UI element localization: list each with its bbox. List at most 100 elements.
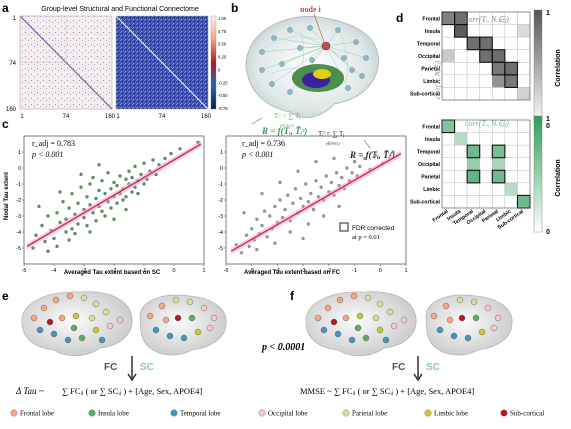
brain-node — [314, 314, 322, 322]
scatter-point — [136, 191, 140, 196]
e-brain-right-sc — [139, 294, 227, 356]
fc-model-formula: R = f(Tᵢ, T̃ᵢᶠ) — [349, 150, 395, 160]
brain-node — [64, 336, 72, 344]
a-ytick-74: 74 — [9, 61, 16, 67]
a-xtick-74-fc: 74 — [159, 114, 166, 120]
heatmap-cell — [517, 195, 531, 209]
panel-c: c Nodal Tau extent -5 -4 -3 -2 -1 0 1-5-4-3-2-… — [2, 117, 408, 276]
d-colorbar-label-top: Correlation — [555, 49, 562, 86]
heatmap-cell — [441, 132, 455, 146]
heatmap-cell — [441, 157, 455, 171]
panel-letter-f: f — [290, 289, 295, 303]
scatter-point — [265, 235, 269, 239]
scatter-point — [46, 214, 50, 218]
a-cbar-tick: -0.50 — [218, 93, 228, 98]
d-bottom-formula: corr(Tᵢ, Nᵢ∈ⱼ) — [465, 119, 509, 128]
heatmap-cell — [517, 74, 531, 88]
x-tick-label: -1 — [142, 268, 147, 274]
brain-node — [194, 328, 202, 336]
heatmap-cell — [492, 157, 506, 171]
scatter-point — [350, 171, 354, 175]
heatmap-row-label: Limbic — [423, 79, 440, 85]
scatter-point — [278, 180, 282, 185]
heatmap-cell — [504, 132, 518, 146]
scatter-point — [100, 209, 104, 213]
scatter-point — [151, 158, 155, 162]
heatmap-cell — [517, 24, 531, 38]
brain-node — [78, 334, 86, 342]
heatmap-cell — [466, 144, 480, 158]
f-formula-lhs: MMSE ~ — [300, 386, 332, 396]
basal-ganglia-structure — [313, 69, 331, 79]
scatter-point — [301, 236, 305, 241]
scatter-point — [97, 163, 101, 167]
panel-a-colorbar-ticks: 1.00 0.75 0.50 0.25 0 -0.25 -0.50 -0.75 — [218, 16, 228, 111]
c-annot-r-fc: r_adj = 0.736 — [242, 139, 285, 148]
network-node — [309, 57, 315, 63]
d-cbar-top-min: 0 — [546, 123, 550, 130]
panel-f: f FC SC MMSE ~ ∑ FCᵢⱼ ( or ∑ SCᵢⱼ ) + [A… — [290, 289, 513, 396]
network-node — [297, 45, 303, 51]
scatter-point — [43, 239, 47, 244]
heatmap-cell — [517, 49, 531, 63]
y-tick-label: -2 — [218, 198, 223, 204]
scatter-point — [37, 204, 41, 209]
heatmap-significant-cell — [466, 169, 481, 184]
scatter-point — [273, 241, 277, 245]
legend-swatch — [170, 409, 178, 417]
heatmap-cell — [441, 49, 455, 63]
fc-matrix-diagonal — [115, 15, 209, 110]
heatmap-cell — [492, 195, 506, 209]
brain-node — [162, 316, 170, 324]
scatter-point — [76, 222, 80, 226]
scatter-point — [139, 172, 143, 177]
legend-label: Limbic lobe — [434, 410, 468, 418]
scatter-point — [55, 211, 59, 215]
scatter-point — [103, 191, 107, 196]
d-cbar-bottom-min: 0 — [546, 229, 550, 236]
heatmap-cell — [454, 132, 468, 146]
fc-arrow — [363, 139, 371, 149]
panel-a-colorbar — [210, 15, 217, 110]
scatter-point — [70, 227, 74, 231]
scatter-point — [64, 230, 68, 234]
legend-label: Sub-cortical — [510, 410, 544, 418]
network-node — [287, 27, 293, 33]
heatmap-cell — [504, 49, 518, 63]
scatter-point — [262, 209, 267, 213]
f-brain-nodes — [314, 292, 502, 344]
scatter-point — [124, 177, 128, 181]
heatmap-cell — [441, 74, 455, 88]
panel-letter-e: e — [2, 289, 9, 303]
brain-node — [72, 312, 80, 320]
scatter-point — [255, 247, 259, 252]
brain-node — [166, 332, 174, 340]
brain-node — [336, 296, 344, 304]
brain-node — [320, 326, 328, 334]
brain-node — [350, 292, 358, 300]
brain-node — [362, 334, 370, 342]
heatmap-cell — [504, 157, 518, 171]
scatter-point — [88, 203, 92, 207]
a-xtick-160-fc: 160 — [201, 114, 212, 120]
scatter-point — [94, 196, 98, 201]
network-node — [279, 61, 285, 67]
network-node — [341, 55, 347, 61]
scatter-point — [112, 217, 116, 221]
x-tick-label: -3 — [82, 268, 87, 274]
fdr-legend-box — [339, 222, 349, 232]
c-ylabel-sc: Nodal Tau extent — [4, 172, 10, 220]
heatmap-cell — [454, 49, 468, 63]
f-brain-right-sc — [425, 294, 513, 356]
e-brain-nodes — [30, 292, 218, 344]
heatmap-cell — [517, 62, 531, 76]
heatmap-cell — [479, 170, 493, 184]
x-tick-label: -1 — [352, 268, 357, 274]
heatmap-cell — [492, 36, 506, 50]
sc-matrix-block — [19, 15, 67, 63]
x-tick-label: -4 — [52, 268, 57, 274]
heatmap-frame — [441, 119, 531, 209]
scatter-point — [55, 244, 59, 249]
heatmap-cell — [454, 170, 468, 184]
